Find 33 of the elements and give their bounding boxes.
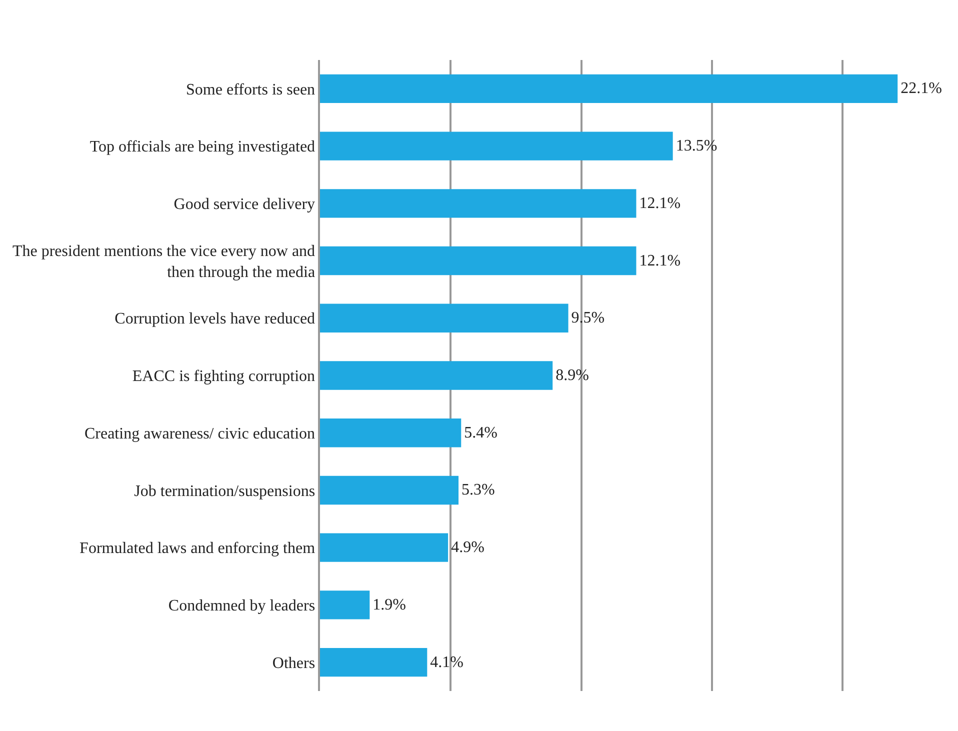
data-label: 4.1% xyxy=(430,654,464,671)
data-label: 12.1% xyxy=(639,194,681,212)
y-tick-label: The president mentions the vice every now and then through the media xyxy=(12,242,316,281)
data-label: 22.1% xyxy=(900,80,942,98)
y-tick-label: Top officials are being investigated xyxy=(90,138,316,156)
y-tick-label: EACC is fighting corruption xyxy=(132,368,316,386)
data-label: 4.9% xyxy=(451,539,484,556)
data-label: 5.4% xyxy=(464,424,498,442)
y-tick-label: Job termination/suspensions xyxy=(134,482,316,500)
y-tick-label: Good service delivery xyxy=(174,196,316,214)
y-tick-label: Others xyxy=(272,654,316,672)
bar xyxy=(320,533,448,562)
bar xyxy=(320,361,553,390)
data-label: 1.9% xyxy=(372,596,406,614)
bar xyxy=(320,74,898,104)
bar xyxy=(320,418,462,448)
bar xyxy=(320,246,636,276)
data-label: 13.5% xyxy=(676,138,718,155)
bar xyxy=(320,476,459,505)
data-label: 5.3% xyxy=(462,482,495,499)
bar xyxy=(320,648,428,677)
data-label: 12.1% xyxy=(639,252,681,270)
data-label: 9.5% xyxy=(571,310,605,327)
y-tick-label: Corruption levels have reduced xyxy=(114,310,316,328)
y-tick-label: Condemned by leaders xyxy=(168,598,316,615)
bar xyxy=(320,590,370,620)
y-tick-label: Formulated laws and enforcing them xyxy=(80,540,316,558)
bar xyxy=(320,132,673,160)
bar xyxy=(320,189,636,218)
y-tick-label: Creating awareness/ civic education xyxy=(84,425,316,442)
data-label: 8.9% xyxy=(556,367,589,384)
y-tick-label: Some efforts is seen xyxy=(186,81,316,98)
bar xyxy=(320,304,568,332)
